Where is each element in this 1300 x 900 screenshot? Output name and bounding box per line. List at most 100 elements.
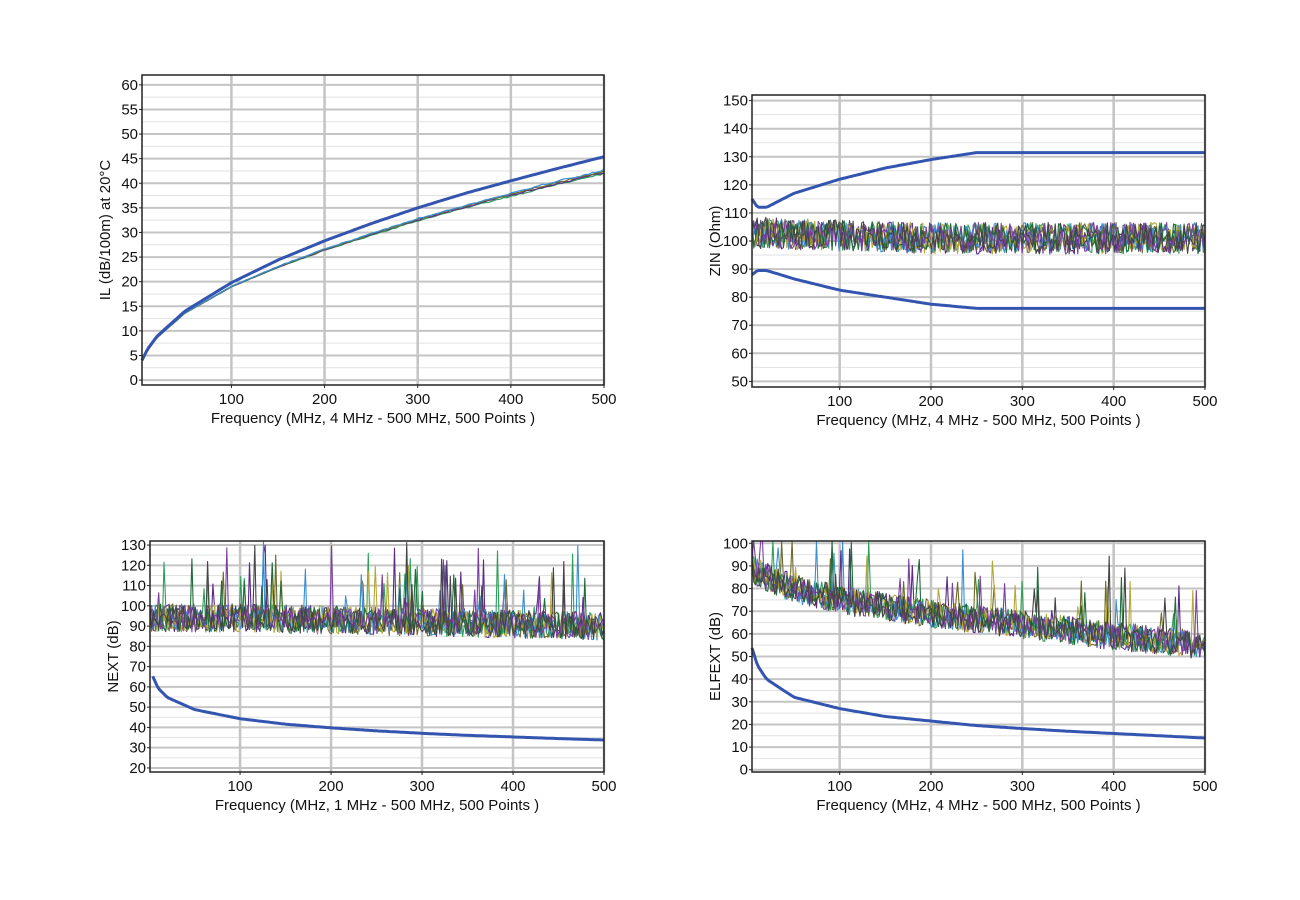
il-y-tick-label: 30 — [121, 224, 138, 241]
elfext-y-tick-label: 40 — [731, 671, 748, 688]
elfext-limit-lines — [750, 647, 1206, 740]
il-measured-trace — [141, 170, 605, 361]
elfext-y-tick-label: 100 — [723, 535, 748, 552]
elfext-y-tick-label: 30 — [731, 694, 748, 711]
zin-y-tick-label: 80 — [731, 289, 748, 306]
next-chart: 20 30 40 50 60 70 80 90 100 110 120 130 100 200 300 400… — [105, 537, 617, 814]
next-plot-frame — [149, 540, 605, 773]
next-x-tick-label: 500 — [591, 778, 616, 795]
next-x-tick-label: 100 — [228, 778, 253, 795]
il-x-tick-label: 200 — [312, 391, 337, 408]
next-limit-lines — [151, 675, 605, 742]
zin-limit-line-1 — [750, 151, 1205, 209]
il-y-tick-label: 0 — [130, 372, 138, 389]
next-y-tick-label: 50 — [129, 699, 146, 716]
il-y-tick-label: 40 — [121, 175, 138, 192]
elfext-measured-trace — [751, 555, 1206, 659]
il-y-tick-label: 35 — [121, 200, 138, 217]
elfext-x-axis-label: Frequency (MHz, 4 MHz - 500 MHz, 500 Poi… — [816, 797, 1140, 814]
impedance-chart: 50 60 70 80 90 100 110 120 130 140 150 100 200 300 400… — [707, 93, 1218, 429]
il-y-tick-label: 5 — [130, 347, 138, 364]
next-y-tick-label: 60 — [129, 679, 146, 696]
il-y-tick-label: 45 — [121, 151, 138, 168]
il-y-tick-label: 10 — [121, 323, 138, 340]
elfext-x-tick-label: 500 — [1192, 778, 1217, 795]
elfext-y-tick-label: 90 — [731, 558, 748, 575]
elfext-y-tick-label: 70 — [731, 603, 748, 620]
elfext-chart: 0 10 20 30 40 50 60 70 80 90 100 100 200 300 400 500 EL… — [707, 535, 1218, 814]
next-x-tick-label: 400 — [501, 778, 526, 795]
next-measured-trace — [149, 542, 605, 641]
il-limit-lines — [140, 155, 605, 362]
elfext-y-tick-label: 20 — [731, 716, 748, 733]
next-measured-trace — [149, 545, 605, 640]
elfext-x-tick-label: 100 — [827, 778, 852, 795]
zin-limit-lines — [750, 151, 1205, 310]
zin-x-tick-label: 100 — [827, 393, 852, 410]
next-y-tick-label: 70 — [129, 659, 146, 676]
next-tick-labels: 20 30 40 50 60 70 80 90 100 110 120 130 100 200 300 400… — [121, 537, 617, 795]
next-y-tick-label: 110 — [122, 578, 146, 595]
il-y-tick-label: 55 — [121, 101, 138, 118]
zin-y-tick-label: 70 — [731, 317, 748, 334]
zin-y-tick-label: 100 — [723, 233, 748, 250]
il-x-tick-label: 500 — [591, 391, 616, 408]
next-limit-line-1 — [151, 675, 605, 742]
il-measured-trace — [141, 168, 605, 361]
elfext-measured-trace — [751, 540, 1206, 658]
elfext-y-tick-label: 0 — [740, 762, 748, 779]
next-y-axis-label: NEXT (dB) — [105, 620, 122, 692]
zin-y-tick-label: 130 — [723, 149, 748, 166]
elfext-x-tick-label: 200 — [918, 778, 943, 795]
zin-y-tick-label: 60 — [731, 345, 748, 362]
zin-y-axis-label: ZIN (Ohm) — [707, 206, 724, 277]
next-y-tick-label: 20 — [129, 760, 146, 777]
zin-measured-trace — [751, 216, 1206, 255]
next-y-tick-label: 90 — [129, 618, 146, 635]
zin-x-axis-label: Frequency (MHz, 4 MHz - 500 MHz, 500 Poi… — [816, 412, 1140, 429]
next-x-tick-label: 200 — [319, 778, 344, 795]
elfext-x-tick-label: 300 — [1010, 778, 1035, 795]
zin-x-tick-label: 500 — [1192, 393, 1217, 410]
elfext-y-tick-label: 10 — [731, 739, 748, 756]
zin-x-tick-label: 200 — [918, 393, 943, 410]
elfext-y-tick-label: 50 — [731, 649, 748, 666]
next-x-axis-label: Frequency (MHz, 1 MHz - 500 MHz, 500 Poi… — [215, 797, 539, 814]
zin-y-tick-label: 150 — [723, 93, 748, 110]
zin-y-tick-label: 50 — [731, 373, 748, 390]
il-grid — [142, 75, 606, 385]
elfext-y-tick-label: 80 — [731, 581, 748, 598]
next-y-tick-label: 30 — [129, 740, 146, 757]
il-measured-traces — [141, 168, 605, 361]
elfext-grid — [752, 541, 1207, 772]
elfext-x-tick-label: 400 — [1101, 778, 1126, 795]
next-measured-traces — [149, 541, 605, 641]
next-y-tick-label: 80 — [129, 638, 146, 655]
il-y-tick-label: 20 — [121, 274, 138, 291]
elfext-measured-traces — [751, 540, 1206, 659]
il-x-tick-label: 300 — [405, 391, 430, 408]
il-x-axis-label: Frequency (MHz, 4 MHz - 500 MHz, 500 Poi… — [211, 410, 535, 427]
il-plot-frame — [141, 74, 605, 386]
il-measured-trace — [141, 172, 605, 361]
elfext-y-tick-label: 60 — [731, 626, 748, 643]
next-y-tick-label: 120 — [121, 557, 146, 574]
elfext-limit-line-1 — [750, 647, 1206, 740]
elfext-tick-labels: 0 10 20 30 40 50 60 70 80 90 100 100 200 300 400 500 — [723, 535, 1218, 795]
il-measured-trace — [141, 172, 605, 361]
il-y-tick-label: 15 — [121, 298, 138, 315]
next-x-tick-label: 300 — [410, 778, 435, 795]
zin-tick-labels: 50 60 70 80 90 100 110 120 130 140 150 100 200 300 400… — [723, 93, 1218, 410]
zin-y-tick-label: 140 — [723, 121, 748, 138]
zin-limit-line-2 — [751, 269, 1205, 310]
il-x-tick-label: 400 — [498, 391, 523, 408]
zin-y-tick-label: 90 — [731, 261, 748, 278]
zin-x-tick-label: 300 — [1010, 393, 1035, 410]
zin-y-tick-label: 110 — [724, 205, 748, 222]
il-x-tick-label: 100 — [219, 391, 244, 408]
il-y-axis-label: IL (dB/100m) at 20°C — [97, 160, 114, 301]
zin-measured-traces — [751, 216, 1206, 255]
il-y-tick-label: 50 — [121, 126, 138, 143]
zin-measured-trace — [751, 219, 1206, 255]
il-y-tick-label: 60 — [121, 77, 138, 94]
